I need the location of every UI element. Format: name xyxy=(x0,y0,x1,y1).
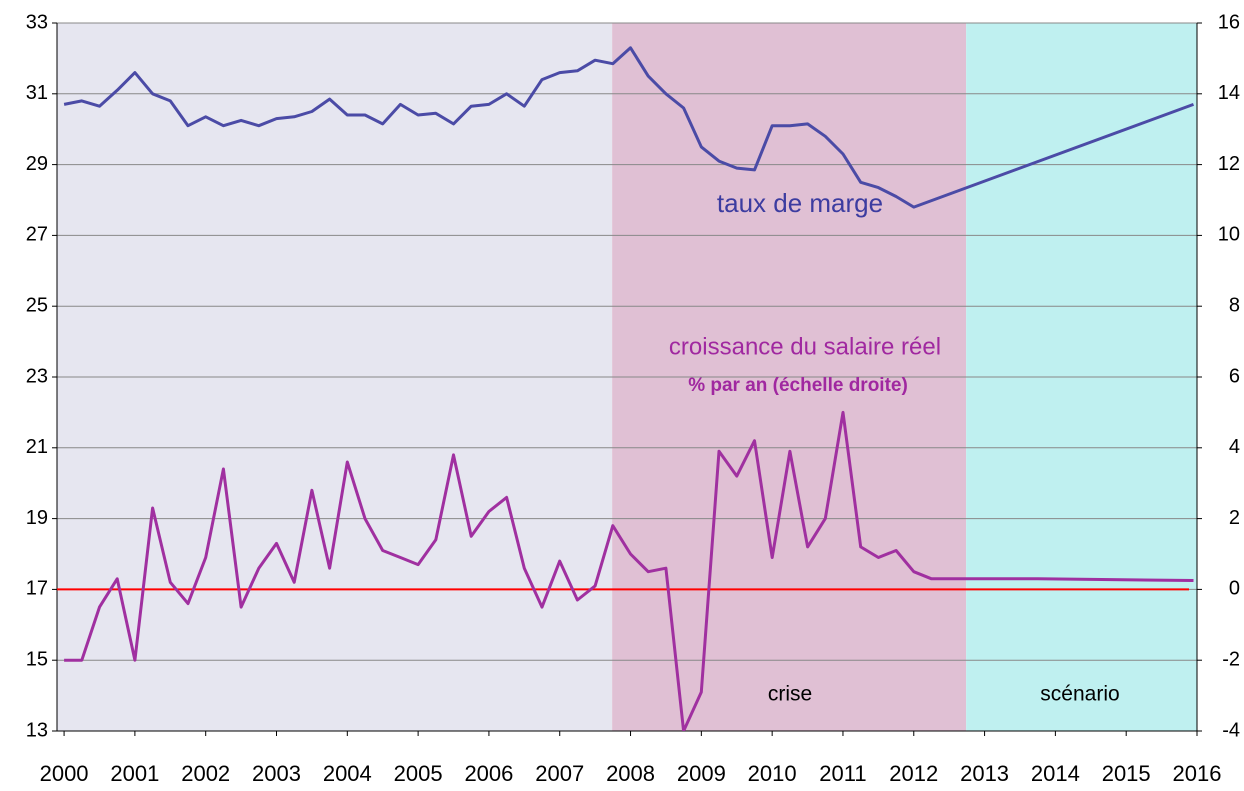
annotation: % par an (échelle droite) xyxy=(688,375,908,396)
y2-tick-label: 8 xyxy=(1229,294,1240,316)
y-tick-label: 23 xyxy=(26,365,48,387)
y-tick-label: 27 xyxy=(26,224,48,246)
y-tick-label: 25 xyxy=(26,294,48,316)
y-tick-label: 17 xyxy=(26,578,48,600)
y-tick-label: 21 xyxy=(26,436,48,458)
y2-tick-label: 2 xyxy=(1229,507,1240,529)
y-tick-label: 19 xyxy=(26,507,48,529)
x-tick-label: 2002 xyxy=(181,761,230,786)
x-tick-label: 2006 xyxy=(464,761,513,786)
x-tick-label: 2009 xyxy=(677,761,726,786)
series-line xyxy=(64,410,1194,731)
region-label: crise xyxy=(768,683,812,706)
plot xyxy=(63,46,1195,731)
region-label: scénario xyxy=(1040,683,1119,706)
x-tick-label: 2008 xyxy=(606,761,655,786)
y-tick-label: 15 xyxy=(26,648,48,670)
y2-tick-label: 12 xyxy=(1218,153,1240,175)
x-tick-label: 2012 xyxy=(889,761,938,786)
y2-tick-label: 4 xyxy=(1229,436,1240,458)
x-tick-label: 2003 xyxy=(252,761,301,786)
x-tick-label: 2011 xyxy=(819,761,866,786)
y2-tick-label: 0 xyxy=(1229,578,1240,600)
x-tick-label: 2014 xyxy=(1031,761,1080,786)
y2-tick-label: 6 xyxy=(1229,365,1240,387)
annotation: taux de marge xyxy=(717,188,883,218)
x-tick-label: 2015 xyxy=(1102,761,1151,786)
x-tick-label: 2013 xyxy=(960,761,1009,786)
x-tick-label: 2004 xyxy=(323,761,372,786)
series-line xyxy=(63,46,1195,209)
y2-tick-label: -2 xyxy=(1222,648,1240,670)
y-tick-label: 13 xyxy=(26,719,48,741)
y2-tick-label: 10 xyxy=(1218,224,1240,246)
x-tick-label: 2000 xyxy=(40,761,89,786)
y-tick-label: 33 xyxy=(26,11,48,33)
y2-tick-label: 16 xyxy=(1218,11,1240,33)
x-tick-label: 2005 xyxy=(394,761,443,786)
annotation: croissance du salaire réel xyxy=(669,333,941,360)
y2-tick-label: 14 xyxy=(1218,82,1240,104)
y-tick-label: 31 xyxy=(26,82,48,104)
x-tick-label: 2010 xyxy=(748,761,797,786)
y2-tick-label: -4 xyxy=(1222,719,1240,741)
x-tick-label: 2016 xyxy=(1173,761,1222,786)
y-tick-label: 29 xyxy=(26,153,48,175)
x-tick-label: 2001 xyxy=(110,761,159,786)
x-tick-label: 2007 xyxy=(535,761,584,786)
